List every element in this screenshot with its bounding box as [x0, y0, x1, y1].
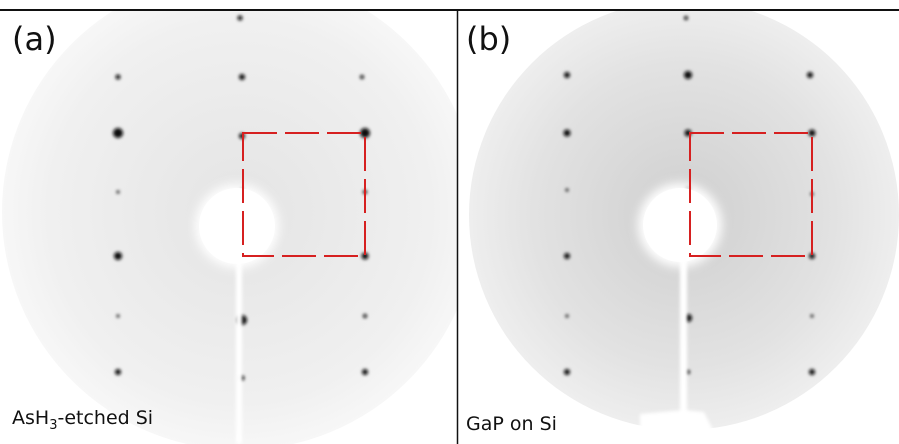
page: {"panels": [ {"label": "(a)", "caption":… [0, 0, 899, 444]
figure: (a) (b) AsH3-etched Si GaP on Si [0, 0, 899, 444]
panel-label: (b) [466, 20, 511, 58]
caption-subscript: 3 [49, 418, 57, 433]
panel-label: (a) [12, 20, 57, 58]
panel-b [469, 0, 899, 444]
caption-text: AsH [12, 407, 49, 429]
panel-caption: GaP on Si [466, 413, 557, 435]
caption-text: -etched Si [57, 407, 153, 429]
panel-caption: AsH3-etched Si [12, 407, 153, 433]
panel-a [2, 0, 478, 444]
